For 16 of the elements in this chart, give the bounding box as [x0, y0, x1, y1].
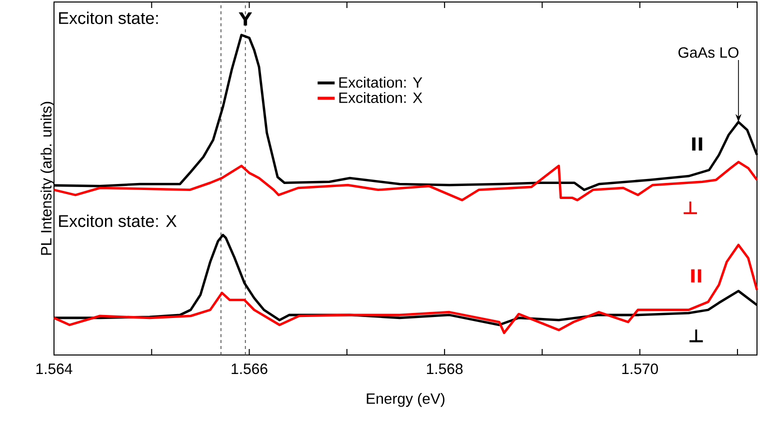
annotation: Exciton state: X	[59, 214, 177, 228]
annotation: GaAs LO	[678, 47, 738, 58]
annotation: ⊥	[684, 202, 697, 214]
legend-label: Excitation: X	[339, 92, 422, 104]
x-axis-title: Energy (eV)	[366, 392, 444, 407]
annotation: Y	[238, 12, 252, 26]
annotation: ⊥	[690, 330, 703, 342]
x-tick-label: 1.568	[427, 364, 463, 374]
text: Exciton state:	[59, 12, 158, 24]
annotation: II	[691, 269, 702, 282]
legend-label: Excitation: Y	[339, 76, 422, 88]
x-tick-label: 1.564	[36, 364, 72, 374]
annotation: II	[692, 137, 702, 151]
x-tick-label: 1.570	[622, 364, 658, 374]
x-tick-label: 1.566	[232, 364, 268, 374]
y-axis-title: PL Intensity (arb. units)	[40, 102, 54, 255]
